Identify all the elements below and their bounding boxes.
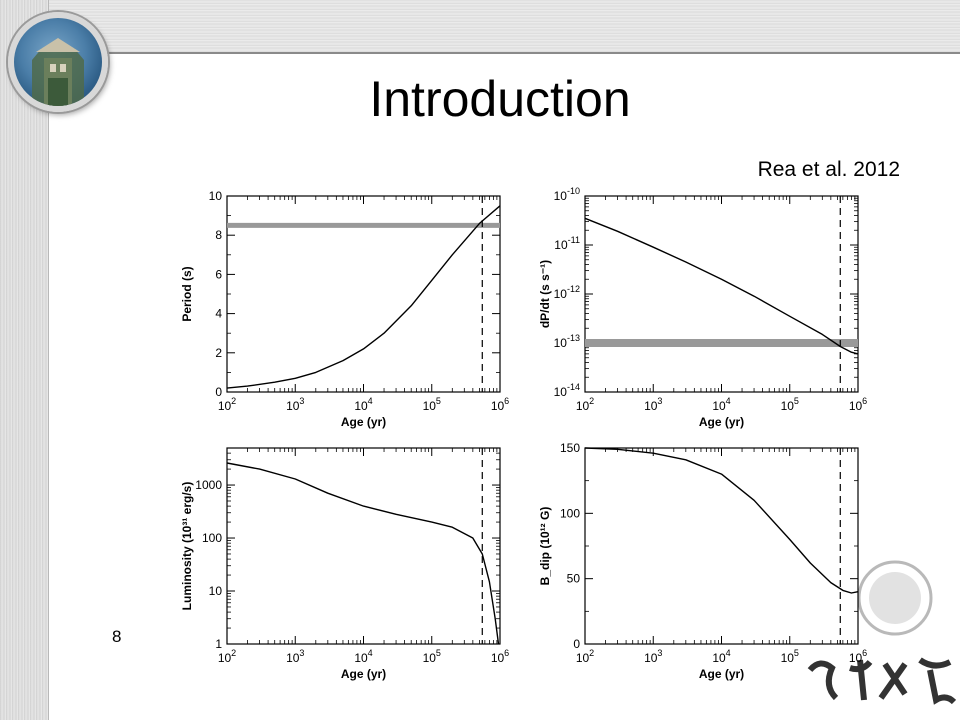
header-band bbox=[0, 0, 960, 52]
chart-bottom-right: 102 103 104 105 106 0 50 100 150 Age (yr) B_dip (1… bbox=[538, 441, 867, 681]
chart-bottom-left: 102 103 104 105 106 1 10 100 1000 Age (yr) Luminos… bbox=[180, 447, 509, 681]
tick-label: 102 bbox=[576, 396, 594, 413]
tick-label: 102 bbox=[218, 396, 236, 413]
tick-label: 106 bbox=[849, 396, 867, 413]
tick-label: 0 bbox=[215, 385, 222, 399]
tick-label: 10-10 bbox=[554, 186, 580, 203]
plot-frame bbox=[226, 447, 501, 645]
x-axis-label: Age (yr) bbox=[341, 667, 386, 681]
tick-label: 10 bbox=[209, 584, 223, 598]
chart-top-right: 102 103 104 105 106 10-14 10-13 10-12 10-11 10-10… bbox=[538, 186, 867, 429]
y-axis-label: Luminosity (10³¹ erg/s) bbox=[180, 482, 194, 611]
tick-label: 102 bbox=[218, 648, 236, 665]
tick-label: 103 bbox=[286, 396, 304, 413]
tick-label: 150 bbox=[560, 441, 580, 455]
page-number: 8 bbox=[112, 627, 122, 646]
series-line bbox=[226, 462, 500, 645]
tick-label: 102 bbox=[576, 648, 594, 665]
tick-label: 106 bbox=[849, 648, 867, 665]
tick-label: 10-12 bbox=[554, 284, 580, 301]
tick-label: 10-13 bbox=[554, 333, 580, 350]
tick-label: 1000 bbox=[195, 478, 222, 492]
tick-label: 106 bbox=[491, 648, 509, 665]
tick-label: 50 bbox=[567, 572, 581, 586]
university-logo-icon bbox=[807, 560, 957, 705]
tick-label: 104 bbox=[354, 648, 372, 665]
tick-label: 100 bbox=[202, 531, 222, 545]
tick-label: 105 bbox=[781, 396, 799, 413]
tick-label: 6 bbox=[215, 267, 222, 281]
tick-label: 10-14 bbox=[554, 382, 580, 399]
tick-label: 103 bbox=[644, 396, 662, 413]
tick-label: 8 bbox=[215, 228, 222, 242]
tick-label: 106 bbox=[491, 396, 509, 413]
series-line bbox=[226, 205, 501, 389]
tick-label: 2 bbox=[215, 346, 222, 360]
tick-label: 105 bbox=[423, 396, 441, 413]
tick-label: 104 bbox=[354, 396, 372, 413]
tick-label: 0 bbox=[573, 637, 580, 651]
chart-top-left: 102 103 104 105 106 0 2 4 6 8 10 Age (yr) Period (s) bbox=[180, 189, 509, 429]
tick-label: 4 bbox=[215, 307, 222, 321]
x-axis-label: Age (yr) bbox=[699, 667, 744, 681]
series-line bbox=[584, 447, 859, 594]
tick-label: 1 bbox=[215, 637, 222, 651]
tick-label: 103 bbox=[286, 648, 304, 665]
tick-label: 10-11 bbox=[554, 235, 580, 252]
building-logo-icon bbox=[8, 12, 108, 112]
x-axis-label: Age (yr) bbox=[699, 415, 744, 429]
x-axis-label: Age (yr) bbox=[341, 415, 386, 429]
citation: Rea et al. 2012 bbox=[757, 158, 900, 181]
plot-frame bbox=[584, 447, 859, 645]
tick-label: 103 bbox=[644, 648, 662, 665]
tick-label: 104 bbox=[712, 648, 730, 665]
tick-label: 105 bbox=[423, 648, 441, 665]
y-axis-label: Period (s) bbox=[180, 266, 194, 321]
slide-title: Introduction bbox=[369, 71, 631, 127]
header-rule bbox=[95, 52, 960, 54]
y-axis-label: B_dip (10¹² G) bbox=[538, 507, 552, 586]
tick-label: 100 bbox=[560, 506, 580, 520]
plot-frame bbox=[584, 195, 859, 393]
tick-label: 105 bbox=[781, 648, 799, 665]
y-axis-label: dP/dt (s s⁻¹) bbox=[538, 260, 552, 328]
tick-label: 104 bbox=[712, 396, 730, 413]
left-decor-strip bbox=[0, 0, 49, 720]
tick-label: 10 bbox=[209, 189, 223, 203]
series-line bbox=[584, 217, 859, 355]
